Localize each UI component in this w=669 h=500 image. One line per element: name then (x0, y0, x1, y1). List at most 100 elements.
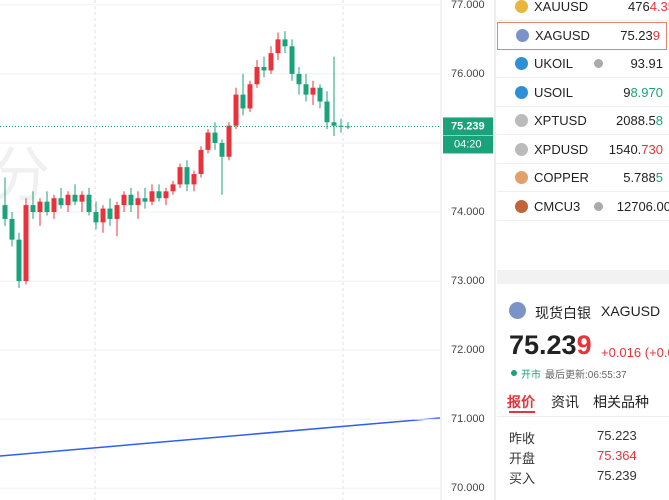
quote-value: 75.364 (597, 448, 637, 463)
price-main: 12706.00 (616, 198, 669, 214)
candle-body (149, 191, 155, 202)
price-main: 9 (623, 84, 631, 100)
watch-row[interactable]: USOIL 98.970 (497, 79, 669, 107)
symbol: XPDUSD (534, 141, 589, 157)
detail-symbol: XAGUSD (601, 303, 661, 319)
quote-label: 昨收 (509, 431, 536, 446)
candle-body (170, 184, 176, 192)
updated: 最后更新:06:55:37 (545, 370, 627, 381)
price: 12706.00 (617, 199, 669, 214)
candle-body (331, 122, 337, 126)
detail-change: +0.016 (+0.02%) (601, 345, 669, 360)
candle-body (268, 53, 274, 71)
price: 93.91 (630, 56, 663, 71)
price-main: 1540. (608, 141, 642, 157)
tab[interactable]: 资讯 (551, 394, 579, 410)
last-price-label: 75.239 (451, 120, 485, 132)
candle-body (212, 132, 218, 143)
candle-body (100, 208, 106, 223)
detail-name: 现货白银 (535, 305, 591, 321)
price-main: 75.23 (509, 330, 577, 360)
candle-body (2, 205, 8, 219)
price-tail: 9 (576, 330, 592, 360)
status-dot (511, 370, 517, 376)
candle-body (79, 194, 85, 202)
tab[interactable]: 报价 (507, 394, 535, 410)
price-tail: 8.970 (630, 84, 663, 100)
price-tail: 5 (655, 170, 663, 185)
candle-body (44, 201, 50, 213)
status: 开市 (521, 370, 541, 381)
candle-body (51, 198, 57, 213)
tab-underline (509, 411, 535, 413)
tab[interactable]: 相关品种 (593, 394, 649, 410)
symbol: UKOIL (534, 56, 574, 71)
watch-row[interactable]: XPTUSD 2088.58 (497, 107, 669, 135)
symbol: CMCU3 (534, 198, 581, 214)
price-tail: 9 (652, 28, 660, 43)
symbol: COPPER (534, 170, 589, 185)
candle-body (296, 73, 302, 85)
separator (497, 270, 669, 284)
trend-line (0, 417, 441, 457)
price: 4764.35 (628, 0, 669, 14)
candle-body (247, 84, 253, 109)
change: +0.016 (601, 345, 642, 360)
watch-row[interactable]: UKOIL 93.91 (497, 50, 669, 78)
candle-body (86, 194, 92, 213)
price-main: 5.788 (623, 170, 656, 185)
price-main: 75.23 (620, 28, 653, 43)
candle-body (107, 208, 113, 219)
candle-body (219, 142, 225, 157)
candle-body (37, 201, 43, 213)
watch-row[interactable]: CMCU3 12706.00 (497, 193, 669, 221)
symbol-icon (515, 85, 528, 99)
candle-body (9, 218, 15, 240)
candle-body (275, 39, 281, 54)
candle-body (226, 125, 232, 157)
price: 1540.730 (609, 142, 663, 157)
quote-value: 75.239 (597, 468, 637, 483)
candle-body (303, 84, 309, 95)
watch-row[interactable]: XPDUSD 1540.730 (497, 136, 669, 164)
candle-body (317, 87, 323, 102)
candle-body (191, 174, 197, 185)
watermark: 分 (0, 142, 50, 209)
chart: 分 77.00076.00075.00074.00073.00072.00071… (0, 0, 496, 500)
price: 75.239 (620, 28, 660, 43)
price-main: 93.91 (630, 56, 663, 71)
closed-dot (594, 201, 603, 211)
candle-body (310, 87, 316, 95)
candle-body (205, 132, 211, 150)
candle-body (261, 66, 267, 71)
watch-row[interactable]: XAGUSD 75.239 (497, 21, 667, 50)
candle-body (289, 46, 295, 74)
candle-body (58, 198, 64, 206)
candle-body (163, 191, 169, 199)
countdown: 04:20 (454, 138, 482, 150)
candle-body (114, 205, 120, 219)
y-tick-label: 74.000 (451, 206, 485, 218)
candle-body (198, 149, 204, 175)
y-tick-label: 77.000 (451, 0, 485, 11)
price-main: 2088.5 (616, 113, 656, 128)
candle-body (177, 167, 183, 185)
candle-body (128, 194, 134, 206)
candle-body (65, 194, 71, 206)
candle-body (30, 205, 36, 213)
watch-row[interactable]: COPPER 5.7885 (497, 164, 669, 192)
price-tail: 4.35 (649, 0, 669, 14)
candle-body (240, 94, 246, 109)
symbol-icon (516, 29, 529, 42)
symbol: XPTUSD (534, 113, 587, 128)
candle-body (184, 167, 190, 185)
divider (497, 416, 669, 417)
symbol-icon (509, 302, 526, 319)
side-panel: XAUUSD4764.35XAGUSD75.239UKOIL93.91USOIL… (497, 0, 669, 500)
change-pct: (+0.02%) (644, 345, 669, 360)
watch-row[interactable]: XAUUSD 4764.35 (497, 0, 669, 21)
candle-body (338, 125, 344, 127)
price: 5.7885 (623, 170, 663, 185)
detail-price: 75.239 (509, 330, 592, 361)
candle-body (254, 66, 260, 85)
